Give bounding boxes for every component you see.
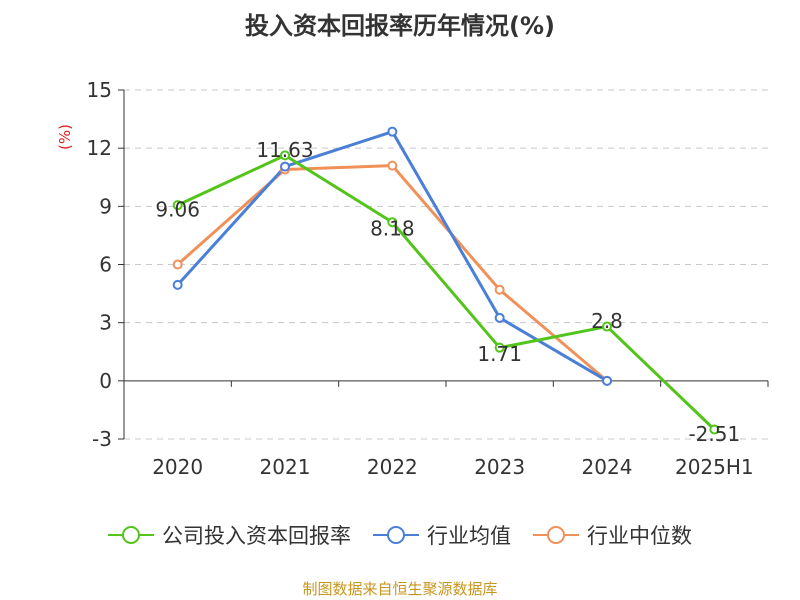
- data-point: [387, 217, 398, 228]
- data-point: [172, 279, 183, 290]
- data-label: -2.51: [688, 422, 740, 446]
- legend-marker-industry-mean: [373, 526, 419, 544]
- y-tick-label: 15: [87, 78, 112, 102]
- data-point: [387, 160, 398, 171]
- data-point: [172, 200, 183, 211]
- chart-title: 投入资本回报率历年情况(%): [245, 12, 555, 40]
- grid-lines: [124, 89, 768, 440]
- legend-label-industry-mean: 行业均值: [427, 524, 511, 548]
- y-tick-label: 6: [99, 253, 112, 277]
- data-point: [280, 150, 290, 161]
- x-tick-label: 2024: [582, 455, 633, 479]
- legend-label-company: 公司投入资本回报率: [162, 524, 351, 548]
- data-point: [387, 126, 398, 137]
- legend-item-company[interactable]: 公司投入资本回报率: [108, 520, 351, 550]
- legend-marker-industry-median: [533, 526, 579, 544]
- data-point: [494, 312, 505, 323]
- source-note: 制图数据来自恒生聚源数据库: [302, 580, 498, 598]
- data-point: [172, 259, 183, 270]
- legend-item-industry-mean[interactable]: 行业均值: [373, 520, 511, 550]
- y-tick-label: 0: [99, 369, 112, 393]
- data-label: 9.06: [155, 198, 200, 222]
- data-labels: 9.06 11.63 8.18 1.71 2.8 -2.51: [155, 138, 740, 446]
- series-line-2: [176, 164, 608, 382]
- series-line-0: [177, 153, 716, 431]
- legend-label-industry-median: 行业中位数: [587, 524, 692, 548]
- data-point: [602, 321, 612, 332]
- data-label: 2.8: [591, 309, 623, 333]
- series-points: [172, 126, 720, 435]
- x-tick-label: 2022: [367, 455, 418, 479]
- y-tick-label: 12: [87, 136, 112, 160]
- legend: 公司投入资本回报率 行业均值 行业中位数: [0, 520, 800, 550]
- data-label: 8.18: [370, 217, 415, 241]
- legend-marker-company: [108, 526, 154, 544]
- data-point: [602, 375, 612, 386]
- data-point: [709, 424, 720, 435]
- legend-item-industry-median[interactable]: 行业中位数: [533, 520, 692, 550]
- axes: -3 0 3 6 9 12 15 2020 2021 2022 2023 2024 2025H1: [87, 78, 769, 479]
- y-tick-label: 9: [99, 194, 112, 218]
- y-tick-label: 3: [99, 311, 112, 335]
- x-tick-label: 2023: [474, 455, 525, 479]
- x-tick-label: 2020: [152, 455, 203, 479]
- x-tick-label: 2025H1: [675, 455, 754, 479]
- data-point: [494, 342, 505, 353]
- y-tick-label: -3: [92, 427, 112, 451]
- data-label: 1.71: [477, 342, 522, 366]
- data-point: [494, 284, 505, 295]
- x-tick-label: 2021: [260, 455, 311, 479]
- data-label: 11.63: [256, 138, 313, 162]
- data-point: [280, 161, 290, 172]
